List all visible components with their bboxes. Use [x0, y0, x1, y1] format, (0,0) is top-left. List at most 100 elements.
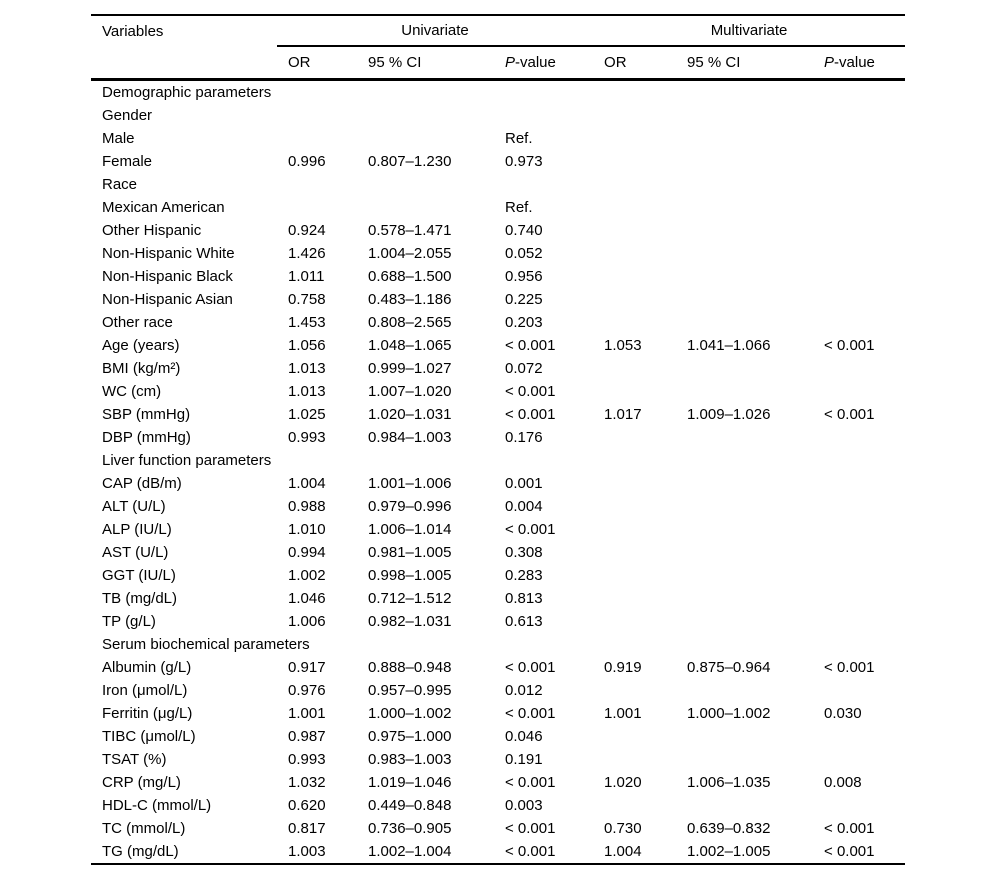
variable-label-cell: Demographic parameters — [102, 83, 272, 101]
univariate-pvalue-cell: < 0.001 — [505, 658, 556, 676]
univariate-ci-cell: 0.712–1.512 — [368, 589, 452, 607]
table-row: DBP (mmHg) 0.993 0.984–1.003 0.176 — [91, 426, 905, 449]
table-row: CRP (mg/L) 1.032 1.019–1.046 < 0.001 1.0… — [91, 771, 905, 794]
univariate-ci-cell: 0.736–0.905 — [368, 819, 452, 837]
multivariate-pvalue-cell: < 0.001 — [824, 819, 875, 837]
univariate-ci-cell — [357, 127, 494, 150]
variable-label-cell: ALP (IU/L) — [102, 520, 172, 538]
multivariate-ci-cell: 1.002–1.005 — [687, 842, 771, 860]
univariate-pvalue-cell: 0.176 — [505, 428, 543, 446]
univariate-pvalue-cell — [494, 633, 593, 656]
multivariate-pvalue-cell — [811, 541, 905, 564]
univariate-ci-cell: 0.578–1.471 — [368, 221, 452, 239]
multivariate-ci-cell — [676, 127, 811, 150]
multivariate-ci-cell — [676, 150, 811, 173]
univariate-ci-cell: 0.999–1.027 — [368, 359, 452, 377]
univariate-or-cell: 1.426 — [288, 244, 326, 262]
multivariate-ci-cell — [676, 518, 811, 541]
variable-label-cell: TSAT (%) — [102, 750, 167, 768]
multivariate-ci-header: 95 % CI — [676, 46, 812, 81]
multivariate-ci-cell — [676, 196, 811, 219]
variable-label-cell: Gender — [102, 106, 153, 124]
univariate-pvalue-cell: 0.813 — [505, 589, 543, 607]
univariate-pvalue-cell: < 0.001 — [505, 704, 556, 722]
univariate-ci-cell: 1.006–1.014 — [368, 520, 452, 538]
univariate-pvalue-cell: < 0.001 — [505, 842, 556, 860]
multivariate-or-cell — [593, 311, 676, 334]
univariate-or-cell: 1.001 — [288, 704, 326, 722]
multivariate-pvalue-cell — [811, 288, 905, 311]
multivariate-pvalue-cell — [811, 242, 905, 265]
univariate-ci-cell: 0.981–1.005 — [368, 543, 452, 561]
univariate-pvalue-cell: Ref. — [505, 129, 533, 147]
table-row: TIBC (μmol/L) 0.987 0.975–1.000 0.046 — [91, 725, 905, 748]
univariate-pvalue-cell: 0.004 — [505, 497, 543, 515]
table-row: ALP (IU/L) 1.010 1.006–1.014 < 0.001 — [91, 518, 905, 541]
table-row: Albumin (g/L) 0.917 0.888–0.948 < 0.001 … — [91, 656, 905, 679]
variable-label-cell: TC (mmol/L) — [102, 819, 186, 837]
multivariate-or-cell — [593, 794, 676, 817]
multivariate-pvalue-cell: < 0.001 — [824, 336, 875, 354]
multivariate-pvalue-cell — [811, 725, 905, 748]
regression-results-table: Variables Univariate Multivariate OR 95 … — [91, 14, 906, 865]
multivariate-or-cell — [593, 104, 676, 127]
univariate-pvalue-cell: < 0.001 — [505, 336, 556, 354]
multivariate-or-cell — [593, 219, 676, 242]
univariate-ci-cell: 0.807–1.230 — [368, 152, 452, 170]
variable-label-cell: TB (mg/dL) — [102, 589, 178, 607]
multivariate-ci-cell — [676, 587, 811, 610]
univariate-ci-cell — [357, 196, 494, 219]
multivariate-ci-cell — [676, 472, 811, 495]
multivariate-ci-cell — [676, 633, 811, 656]
univariate-pvalue-cell: 0.613 — [505, 612, 543, 630]
univariate-pvalue-cell: < 0.001 — [505, 520, 556, 538]
univariate-group-header: Univariate — [277, 15, 594, 47]
variable-label-cell: Albumin (g/L) — [102, 658, 192, 676]
table-row: HDL-C (mmol/L) 0.620 0.449–0.848 0.003 — [91, 794, 905, 817]
variable-label-cell: Other race — [102, 313, 173, 331]
multivariate-ci-cell: 0.875–0.964 — [687, 658, 771, 676]
multivariate-ci-cell — [676, 79, 811, 104]
univariate-pvalue-cell: 0.225 — [505, 290, 543, 308]
multivariate-or-cell — [593, 127, 676, 150]
multivariate-ci-cell — [676, 564, 811, 587]
variable-label-cell: TG (mg/dL) — [102, 842, 179, 860]
table-row: Liver function parameters — [91, 449, 905, 472]
multivariate-pvalue-cell — [811, 495, 905, 518]
multivariate-ci-cell: 1.041–1.066 — [687, 336, 771, 354]
univariate-or-cell: 0.758 — [288, 290, 326, 308]
table-row: Serum biochemical parameters — [91, 633, 905, 656]
variable-label-cell: Non-Hispanic White — [102, 244, 235, 262]
multivariate-pvalue-cell — [811, 219, 905, 242]
multivariate-ci-cell — [676, 219, 811, 242]
multivariate-pvalue-cell — [811, 311, 905, 334]
multivariate-or-cell: 1.001 — [604, 704, 642, 722]
group-header-row: Variables Univariate Multivariate — [91, 15, 906, 81]
table-row: Ferritin (μg/L) 1.001 1.000–1.002 < 0.00… — [91, 702, 905, 725]
multivariate-pvalue-cell — [811, 610, 905, 633]
univariate-or-cell — [277, 173, 357, 196]
table-row: Age (years) 1.056 1.048–1.065 < 0.001 1.… — [91, 334, 905, 357]
table-row: GGT (IU/L) 1.002 0.998–1.005 0.283 — [91, 564, 905, 587]
multivariate-ci-cell — [676, 495, 811, 518]
univariate-pvalue-cell: 0.283 — [505, 566, 543, 584]
univariate-pvalue-cell: 0.956 — [505, 267, 543, 285]
multivariate-ci-cell: 1.006–1.035 — [687, 773, 771, 791]
univariate-ci-cell — [357, 79, 494, 104]
multivariate-or-cell — [593, 518, 676, 541]
univariate-pvalue-cell: 0.740 — [505, 221, 543, 239]
multivariate-or-cell — [593, 564, 676, 587]
univariate-pvalue-cell: 0.003 — [505, 796, 543, 814]
univariate-ci-cell: 1.020–1.031 — [368, 405, 452, 423]
multivariate-pvalue-cell: < 0.001 — [824, 658, 875, 676]
univariate-ci-cell: 1.048–1.065 — [368, 336, 452, 354]
multivariate-or-cell — [593, 196, 676, 219]
univariate-ci-cell — [357, 104, 494, 127]
multivariate-pvalue-cell — [811, 79, 905, 104]
table-body: Demographic parameters Gender Male Ref. … — [91, 79, 905, 864]
multivariate-or-cell: 1.004 — [604, 842, 642, 860]
variable-label-cell: Female — [102, 152, 153, 170]
table-row: Other race 1.453 0.808–2.565 0.203 — [91, 311, 905, 334]
table-row: TB (mg/dL) 1.046 0.712–1.512 0.813 — [91, 587, 905, 610]
univariate-ci-cell — [357, 633, 494, 656]
